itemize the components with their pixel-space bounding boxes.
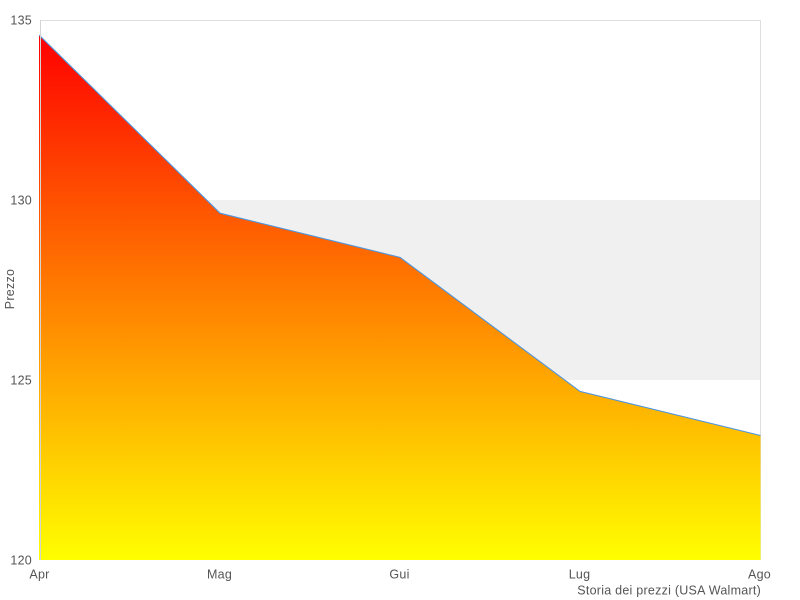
svg-text:Storia dei prezzi (USA Walmart: Storia dei prezzi (USA Walmart) xyxy=(577,584,761,598)
svg-text:135: 135 xyxy=(10,13,32,27)
svg-text:120: 120 xyxy=(10,553,32,567)
svg-text:Apr: Apr xyxy=(29,568,49,582)
svg-text:Lug: Lug xyxy=(569,568,591,582)
svg-text:Mag: Mag xyxy=(207,568,232,582)
svg-text:125: 125 xyxy=(10,373,32,387)
svg-text:Prezzo: Prezzo xyxy=(3,269,17,309)
svg-text:Gui: Gui xyxy=(389,568,409,582)
svg-text:130: 130 xyxy=(10,193,32,207)
svg-text:Ago: Ago xyxy=(748,568,771,582)
